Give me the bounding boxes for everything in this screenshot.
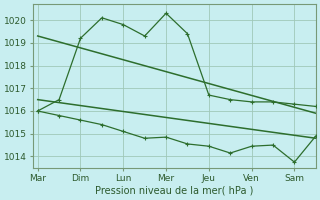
X-axis label: Pression niveau de la mer( hPa ): Pression niveau de la mer( hPa ) xyxy=(95,186,254,196)
